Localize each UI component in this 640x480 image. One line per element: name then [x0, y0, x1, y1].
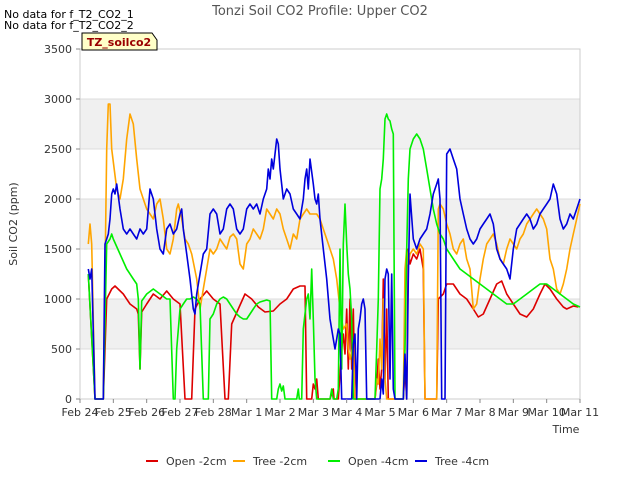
- y-tick-label: 1000: [44, 293, 72, 306]
- legend-label: Tree -2cm: [252, 455, 307, 468]
- x-tick-label: Mar 5: [364, 406, 395, 419]
- y-tick-label: 1500: [44, 243, 72, 256]
- grid-band: [80, 49, 580, 99]
- badge-label: TZ_soilco2: [87, 36, 151, 49]
- x-tick-label: Mar 9: [498, 406, 529, 419]
- x-tick-label: Mar 1: [231, 406, 262, 419]
- legend: Open -2cm Tree -2cm Open -4cm Tree -4cm: [146, 455, 489, 468]
- y-tick-label: 3500: [44, 43, 72, 56]
- legend-label: Open -2cm: [166, 455, 227, 468]
- y-tick-label: 3000: [44, 93, 72, 106]
- x-axis-label: Time: [552, 423, 580, 436]
- grid-band: [80, 99, 580, 149]
- x-tick-label: Mar 4: [331, 406, 362, 419]
- y-axis-label: Soil CO2 (ppm): [7, 182, 20, 265]
- grid-band: [80, 149, 580, 199]
- y-tick-label: 2500: [44, 143, 72, 156]
- legend-label: Tree -4cm: [434, 455, 489, 468]
- y-tick-label: 2000: [44, 193, 72, 206]
- grid-band: [80, 299, 580, 349]
- badge-box: [81, 32, 158, 51]
- y-tick-label: 500: [51, 343, 72, 356]
- grid-band: [80, 199, 580, 249]
- x-tick-label: Feb 24: [62, 406, 99, 419]
- x-tick-label: Feb 26: [128, 406, 165, 419]
- x-tick-label: Mar 2: [264, 406, 295, 419]
- x-tick-label: Mar 10: [528, 406, 566, 419]
- no-data-note-2: No data for f_T2_CO2_2: [4, 19, 134, 32]
- series-layer: [87, 103, 581, 400]
- grid-band: [80, 349, 580, 399]
- x-tick-label: Feb 27: [162, 406, 199, 419]
- x-tick-label: Mar 3: [298, 406, 329, 419]
- series-line-tree-4cm: [87, 138, 581, 400]
- x-tick-label: Feb 28: [195, 406, 232, 419]
- badge: TZ_soilco2: [81, 32, 158, 51]
- grid-bands: [80, 48, 580, 400]
- legend-label: Open -4cm: [348, 455, 409, 468]
- series-line-open-2cm: [87, 248, 579, 400]
- chart-title: Tonzi Soil CO2 Profile: Upper CO2: [211, 4, 428, 19]
- y-tick-label: 0: [65, 393, 72, 406]
- x-tick-label: Mar 6: [398, 406, 429, 419]
- grid-band: [80, 249, 580, 299]
- x-tick-label: Mar 8: [464, 406, 495, 419]
- x-tick-label: Mar 7: [431, 406, 462, 419]
- x-tick-label: Feb 25: [95, 406, 132, 419]
- no-data-note-1: No data for f_T2_CO2_1: [4, 8, 134, 21]
- x-tick-label: Mar 11: [561, 406, 599, 419]
